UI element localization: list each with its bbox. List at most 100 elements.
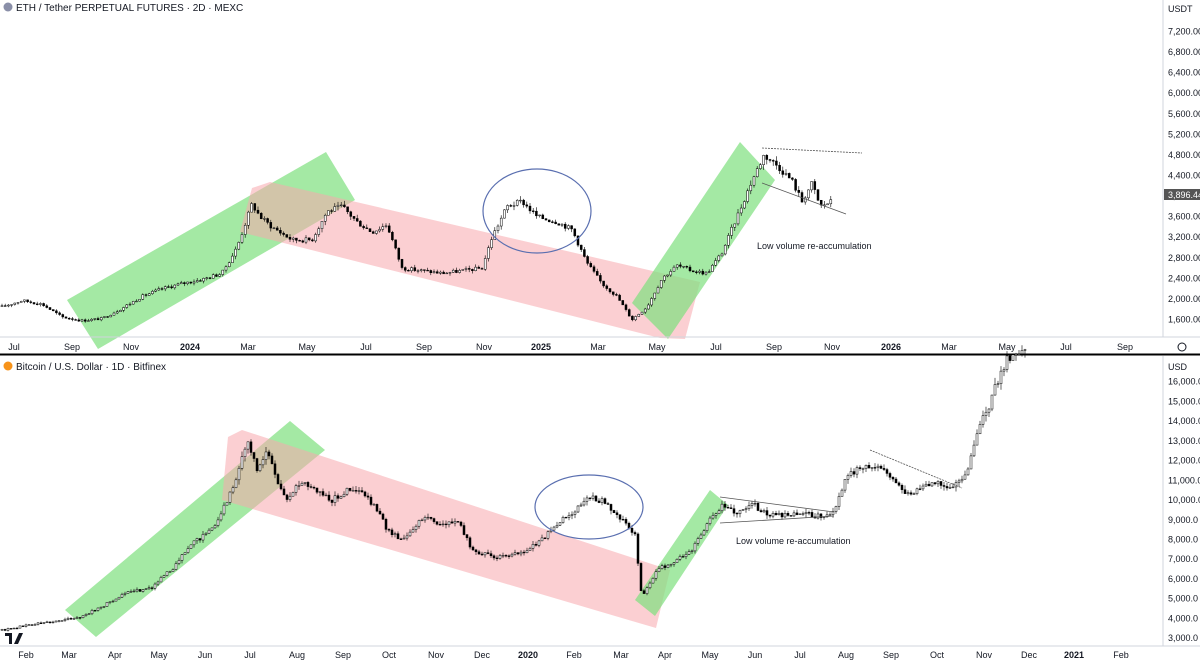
candle xyxy=(45,620,49,623)
candle xyxy=(198,538,202,543)
candle xyxy=(960,475,964,484)
candle xyxy=(576,235,580,248)
candle xyxy=(765,507,769,519)
candle xyxy=(657,565,661,573)
candle xyxy=(291,236,295,243)
x-tick-label: Mar xyxy=(613,650,629,660)
candle xyxy=(36,621,40,626)
settings-gear-icon[interactable] xyxy=(1177,342,1187,352)
candle xyxy=(648,581,652,590)
candle xyxy=(781,166,785,178)
candle xyxy=(195,277,199,283)
candle xyxy=(309,483,313,489)
candle xyxy=(516,552,520,556)
candle xyxy=(210,527,214,532)
candle xyxy=(21,625,25,627)
candle xyxy=(342,491,346,498)
candle xyxy=(675,558,679,563)
candle xyxy=(621,515,625,521)
candle xyxy=(804,508,808,518)
candle xyxy=(909,490,913,496)
candle xyxy=(695,270,698,275)
candle xyxy=(636,532,640,567)
candle xyxy=(408,529,412,537)
candle xyxy=(78,617,82,620)
candle xyxy=(498,553,502,560)
candle xyxy=(867,462,871,469)
y-tick-label: 5,000.0 xyxy=(1168,594,1198,604)
candle xyxy=(489,550,493,558)
candle xyxy=(792,510,796,518)
candle xyxy=(765,154,769,165)
candle xyxy=(275,226,279,231)
candle xyxy=(435,269,439,274)
candle xyxy=(67,317,71,320)
candle xyxy=(176,282,180,287)
candle xyxy=(381,512,385,521)
candle xyxy=(560,223,564,227)
x-tick-label: Sep xyxy=(335,650,351,660)
candle xyxy=(558,522,562,527)
candle xyxy=(453,518,457,527)
candle xyxy=(35,301,39,306)
candle xyxy=(801,511,805,517)
x-tick-label: Nov xyxy=(428,650,445,660)
candle xyxy=(156,580,160,587)
candle xyxy=(384,223,388,229)
candle xyxy=(515,199,519,207)
x-tick-label: Sep xyxy=(64,342,80,352)
candle xyxy=(605,284,609,291)
btc-triangle-lower-line xyxy=(719,515,835,524)
candle xyxy=(522,549,526,556)
candle xyxy=(656,285,660,294)
candle xyxy=(132,588,136,593)
candle xyxy=(594,495,598,502)
candle xyxy=(72,617,76,620)
candle xyxy=(461,269,465,271)
candle xyxy=(659,280,663,289)
candle xyxy=(237,241,241,251)
candle xyxy=(762,508,766,514)
candle xyxy=(399,537,403,540)
eth-price-tag-bg xyxy=(1164,189,1200,200)
candle xyxy=(669,563,673,568)
candle xyxy=(301,239,305,244)
candle xyxy=(544,217,548,221)
candle xyxy=(579,502,583,508)
candle xyxy=(270,453,274,465)
candle xyxy=(885,467,889,477)
candle xyxy=(227,261,231,268)
x-tick-label: Nov xyxy=(476,342,493,352)
candle xyxy=(349,210,353,221)
candle xyxy=(534,541,538,547)
candle xyxy=(743,200,746,210)
candle xyxy=(297,480,301,490)
y-tick-label: 9,000.0 xyxy=(1168,515,1198,525)
tradingview-logo xyxy=(5,633,23,644)
candle xyxy=(125,303,129,309)
candle xyxy=(6,627,10,632)
btc-y-ticks: 3,000.0 4,000.0 5,000.0 6,000.0 7,000.0 8,000… xyxy=(1168,377,1200,643)
candle xyxy=(759,508,763,513)
candle xyxy=(711,512,715,520)
y-tick-label: 1,600.00 xyxy=(1168,315,1200,325)
candle xyxy=(687,549,691,555)
y-tick-label: 10,000.0 xyxy=(1168,495,1200,505)
candle xyxy=(3,303,7,307)
candle xyxy=(90,608,94,616)
candle xyxy=(93,318,97,321)
candle xyxy=(599,273,602,284)
candle xyxy=(192,279,196,286)
y-tick-label: 7,200.00 xyxy=(1168,26,1200,36)
candle xyxy=(618,514,622,523)
candle xyxy=(42,622,46,625)
candle xyxy=(264,447,268,465)
candle xyxy=(27,623,31,626)
candle xyxy=(738,509,742,518)
y-tick-label: 4,000.0 xyxy=(1168,613,1198,623)
candle xyxy=(726,504,730,509)
candle xyxy=(699,532,703,539)
y-tick-label: 14,000.0 xyxy=(1168,416,1200,426)
candle xyxy=(951,483,955,489)
